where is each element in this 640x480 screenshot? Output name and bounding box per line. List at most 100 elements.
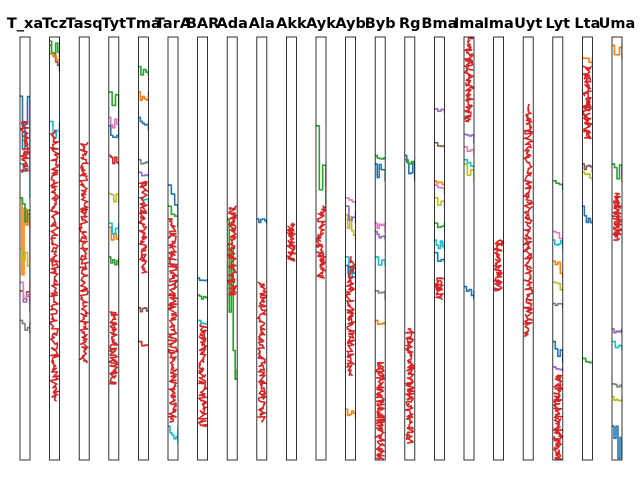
panel-frame: [167, 36, 179, 461]
series-line-red: [20, 120, 30, 174]
panel-12: [345, 36, 357, 461]
panel-title: Bma: [421, 16, 457, 32]
panel-title: Ada: [217, 16, 248, 32]
panel-title: BAR: [186, 16, 219, 32]
panel-frame: [433, 36, 445, 461]
panel-title: Ayb: [335, 16, 366, 32]
panel-7: [197, 36, 209, 461]
panel-14: [404, 36, 416, 461]
series-line-orange: [20, 196, 30, 292]
series-line-red: [49, 129, 60, 402]
panel-frame: [226, 36, 238, 461]
series-line-red: [168, 218, 178, 423]
panel-frame: [522, 36, 534, 461]
series-line-blue: [256, 218, 267, 224]
series-line-purple: [138, 171, 149, 178]
series-line-gray: [612, 383, 622, 389]
series-line-cyan: [375, 256, 386, 267]
series-line-brown: [434, 141, 445, 148]
series-line-orange: [582, 57, 593, 68]
series-line-purple: [552, 366, 563, 372]
panel-frame: [285, 36, 297, 461]
series-line-gray: [20, 319, 30, 334]
series-line-blue: [464, 285, 474, 301]
panel-10: [285, 36, 297, 461]
panel-3: [78, 36, 90, 461]
series-line-red: [375, 361, 385, 460]
panel-title: Tcz: [42, 16, 67, 32]
panel-21: [611, 36, 623, 461]
panel-traces: [49, 40, 60, 402]
panel-19: [552, 36, 564, 461]
series-line-cyan: [108, 222, 119, 237]
series-line-orange: [434, 180, 445, 186]
series-line-blue: [197, 277, 208, 284]
series-line-red: [493, 239, 504, 292]
panel-16: [463, 36, 475, 461]
panel-title: Ima: [454, 16, 484, 32]
panel-traces: [612, 44, 622, 460]
panel-traces: [79, 141, 89, 364]
series-line-cyan: [552, 239, 563, 250]
series-line-red: [434, 277, 445, 301]
panel-frame: [611, 36, 623, 461]
series-line-olive: [612, 395, 622, 402]
panel-11: [315, 36, 327, 461]
panel-frame: [197, 36, 209, 461]
panel-frame: [19, 36, 31, 461]
panel-traces: [108, 91, 119, 385]
panel-traces: [404, 154, 415, 444]
series-line-green: [612, 163, 622, 182]
panel-18: [522, 36, 534, 461]
panel-frame: [493, 36, 505, 461]
series-line-orange: [552, 260, 563, 279]
series-line-olive: [434, 196, 445, 207]
panel-title: Tyt: [102, 16, 127, 32]
panel-frame: [108, 36, 120, 461]
series-line-green: [434, 222, 445, 229]
panel-frame: [345, 36, 357, 461]
panels: [19, 36, 623, 461]
series-line-red: [138, 180, 149, 274]
series-line-brown: [138, 306, 149, 313]
panel-frame: [137, 36, 149, 461]
series-line-pink: [434, 184, 445, 195]
series-line-red: [197, 323, 208, 427]
panel-6: [167, 36, 179, 461]
panel-traces: [138, 65, 149, 347]
series-line-gray: [138, 158, 149, 165]
panel-title: Ala: [249, 16, 275, 32]
series-line-cyan: [464, 158, 474, 169]
series-line-pink: [552, 230, 563, 241]
panel-traces: [316, 125, 326, 279]
series-line-red: [464, 37, 474, 123]
series-line-olive: [20, 247, 30, 271]
panel-traces: [197, 277, 208, 427]
series-line-cyan: [434, 239, 445, 250]
panel-2: [49, 36, 60, 461]
panel-traces: [256, 218, 267, 423]
series-line-blue: [138, 116, 149, 131]
series-line-blue: [168, 184, 178, 216]
series-line-blue: [582, 205, 593, 224]
series-line-cyan: [49, 120, 60, 144]
series-line-green: [404, 158, 415, 165]
panel-15: [433, 36, 445, 461]
series-line-cyan: [197, 319, 208, 326]
panel-13: [374, 36, 386, 461]
series-line-orange: [49, 53, 60, 64]
panel-title: Tma: [126, 16, 161, 32]
panel-frame: [49, 36, 60, 461]
series-line-olive: [464, 163, 474, 182]
panel-traces: [20, 95, 30, 334]
panel-traces: [375, 154, 386, 460]
panel-9: [256, 36, 268, 461]
series-line-olive: [552, 281, 563, 292]
series-line-blue: [375, 163, 386, 182]
series-line-purple: [375, 230, 386, 241]
panel-title: Ayk: [306, 16, 336, 32]
series-line-green: [20, 196, 30, 229]
series-line-red: [345, 256, 356, 377]
